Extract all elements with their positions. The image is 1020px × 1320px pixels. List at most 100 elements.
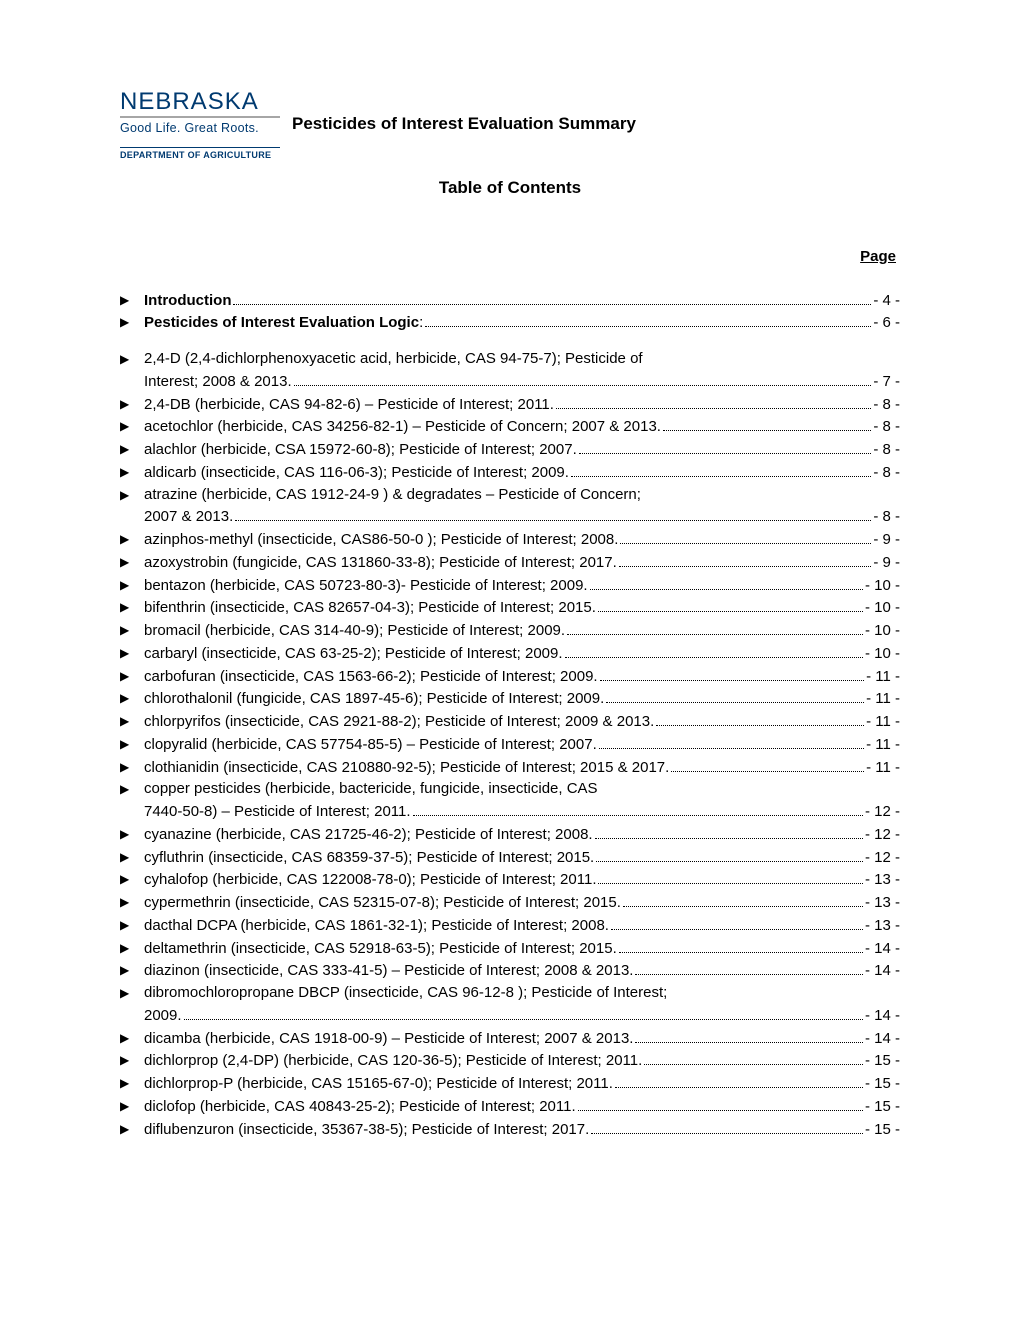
toc-page-number: - 6 - — [873, 312, 900, 334]
toc-page-number: - 8 - — [873, 506, 900, 528]
toc-page-number: - 8 - — [873, 439, 900, 461]
toc-text: acetochlor (herbicide, CAS 34256-82-1) –… — [144, 416, 661, 438]
toc-text: atrazine (herbicide, CAS 1912-24-9 ) & d… — [144, 484, 900, 506]
toc-text: bentazon (herbicide, CAS 50723-80-3)- Pe… — [144, 575, 588, 597]
dot-leader — [579, 438, 872, 454]
toc-page-number: - 15 - — [865, 1096, 900, 1118]
toc-entry: ▶azoxystrobin (fungicide, CAS 131860-33-… — [120, 551, 900, 574]
toc-entry-body: cyanazine (herbicide, CAS 21725-46-2); P… — [144, 823, 900, 846]
toc-page-number: - 11 - — [866, 688, 900, 710]
dot-leader — [235, 505, 871, 521]
toc-entry-body: clopyralid (herbicide, CAS 57754-85-5) –… — [144, 733, 900, 756]
toc-page-number: - 14 - — [865, 1028, 900, 1050]
toc-text: chlorpyrifos (insecticide, CAS 2921-88-2… — [144, 711, 654, 733]
toc-text: dichlorprop (2,4-DP) (herbicide, CAS 120… — [144, 1050, 642, 1072]
toc-text: azinphos-methyl (insecticide, CAS86-50-0… — [144, 529, 618, 551]
dot-leader — [233, 289, 871, 305]
bullet-icon: ▶ — [120, 642, 144, 662]
toc-entry: ▶cyanazine (herbicide, CAS 21725-46-2); … — [120, 823, 900, 846]
dot-leader — [611, 914, 863, 930]
toc-entry-body: Introduction- 4 - — [144, 289, 900, 312]
toc-text: 2,4-D (2,4-dichlorphenoxyacetic acid, he… — [144, 348, 900, 370]
toc-page-number: - 12 - — [865, 824, 900, 846]
dot-leader — [425, 311, 871, 327]
toc-entry-body: cypermethrin (insecticide, CAS 52315-07-… — [144, 891, 900, 914]
toc-text: Interest; 2008 & 2013. — [144, 371, 292, 393]
toc-entry: ▶aldicarb (insecticide, CAS 116-06-3); P… — [120, 461, 900, 484]
toc-entry: ▶bromacil (herbicide, CAS 314-40-9); Pes… — [120, 619, 900, 642]
toc-entry-body: atrazine (herbicide, CAS 1912-24-9 ) & d… — [144, 484, 900, 529]
toc-text: 2,4-DB (herbicide, CAS 94-82-6) – Pestic… — [144, 394, 554, 416]
dot-leader — [595, 823, 863, 839]
toc-text: cyfluthrin (insecticide, CAS 68359-37-5)… — [144, 847, 594, 869]
toc-entry: ▶2,4-DB (herbicide, CAS 94-82-6) – Pesti… — [120, 393, 900, 416]
header-row: NEBRASKA Good Life. Great Roots. DEPARTM… — [120, 90, 900, 160]
toc-heading: Table of Contents — [120, 178, 900, 198]
dot-leader — [644, 1049, 863, 1065]
toc-page-number: - 9 - — [873, 529, 900, 551]
bullet-icon: ▶ — [120, 484, 144, 504]
toc-entry: ▶dacthal DCPA (herbicide, CAS 1861-32-1)… — [120, 914, 900, 937]
toc-entry-body: cyfluthrin (insecticide, CAS 68359-37-5)… — [144, 846, 900, 869]
dot-leader — [413, 800, 863, 816]
toc-text: diazinon (insecticide, CAS 333-41-5) – P… — [144, 960, 633, 982]
dot-leader — [598, 596, 863, 612]
toc-entry: ▶dicamba (herbicide, CAS 1918-00-9) – Pe… — [120, 1027, 900, 1050]
toc-page-number: - 10 - — [865, 620, 900, 642]
toc-text: bifenthrin (insecticide, CAS 82657-04-3)… — [144, 597, 596, 619]
toc-page-number: - 14 - — [865, 1005, 900, 1027]
toc-entry-body: diazinon (insecticide, CAS 333-41-5) – P… — [144, 959, 900, 982]
dot-leader — [606, 687, 864, 703]
bullet-icon: ▶ — [120, 1027, 144, 1047]
toc-text: dichlorprop-P (herbicide, CAS 15165-67-0… — [144, 1073, 613, 1095]
bullet-icon: ▶ — [120, 596, 144, 616]
bullet-icon: ▶ — [120, 393, 144, 413]
toc-gap — [120, 334, 900, 348]
toc-text: 2009. — [144, 1005, 182, 1027]
toc-entry-body: dibromochloropropane DBCP (insecticide, … — [144, 982, 900, 1027]
toc-text: alachlor (herbicide, CSA 15972-60-8); Pe… — [144, 439, 577, 461]
toc-entry-body: cyhalofop (herbicide, CAS 122008-78-0); … — [144, 868, 900, 891]
toc-entry-body: azoxystrobin (fungicide, CAS 131860-33-8… — [144, 551, 900, 574]
toc-text: Introduction — [144, 290, 231, 312]
toc-entry: ▶chlorpyrifos (insecticide, CAS 2921-88-… — [120, 710, 900, 733]
toc-entry: ▶alachlor (herbicide, CSA 15972-60-8); P… — [120, 438, 900, 461]
bullet-icon: ▶ — [120, 1095, 144, 1115]
toc-entry-body: dicamba (herbicide, CAS 1918-00-9) – Pes… — [144, 1027, 900, 1050]
toc-text: 7440-50-8) – Pesticide of Interest; 2011… — [144, 801, 411, 823]
toc-text: carbaryl (insecticide, CAS 63-25-2); Pes… — [144, 643, 563, 665]
toc-entry: ▶2,4-D (2,4-dichlorphenoxyacetic acid, h… — [120, 348, 900, 393]
toc-entry: ▶cypermethrin (insecticide, CAS 52315-07… — [120, 891, 900, 914]
toc-page-number: - 14 - — [865, 960, 900, 982]
document-page: NEBRASKA Good Life. Great Roots. DEPARTM… — [0, 0, 1020, 1320]
toc-entry: ▶dichlorprop (2,4-DP) (herbicide, CAS 12… — [120, 1049, 900, 1072]
toc-page-number: - 11 - — [866, 734, 900, 756]
dot-leader — [620, 528, 871, 544]
toc-entry-body: aldicarb (insecticide, CAS 116-06-3); Pe… — [144, 461, 900, 484]
toc-entry-body: dichlorprop (2,4-DP) (herbicide, CAS 120… — [144, 1049, 900, 1072]
toc-entry-body: Pesticides of Interest Evaluation Logic:… — [144, 311, 900, 334]
toc-entry-body: 2,4-D (2,4-dichlorphenoxyacetic acid, he… — [144, 348, 900, 393]
toc-entry-body: azinphos-methyl (insecticide, CAS86-50-0… — [144, 528, 900, 551]
toc-text: dicamba (herbicide, CAS 1918-00-9) – Pes… — [144, 1028, 633, 1050]
toc-entry-body: clothianidin (insecticide, CAS 210880-92… — [144, 756, 900, 779]
toc-text: diflubenzuron (insecticide, 35367-38-5);… — [144, 1119, 589, 1141]
bullet-icon: ▶ — [120, 665, 144, 685]
toc-entry: ▶chlorothalonil (fungicide, CAS 1897-45-… — [120, 687, 900, 710]
document-title: Pesticides of Interest Evaluation Summar… — [292, 114, 636, 134]
dot-leader — [615, 1072, 863, 1088]
toc-text: bromacil (herbicide, CAS 314-40-9); Pest… — [144, 620, 565, 642]
dot-leader — [671, 756, 864, 772]
bullet-icon: ▶ — [120, 461, 144, 481]
toc-entry-body: chlorpyrifos (insecticide, CAS 2921-88-2… — [144, 710, 900, 733]
toc-entry: ▶clothianidin (insecticide, CAS 210880-9… — [120, 756, 900, 779]
dot-leader — [571, 461, 871, 477]
bullet-icon: ▶ — [120, 438, 144, 458]
logo-department: DEPARTMENT OF AGRICULTURE — [120, 147, 280, 160]
logo-block: NEBRASKA Good Life. Great Roots. DEPARTM… — [120, 90, 280, 160]
toc-entry: ▶dibromochloropropane DBCP (insecticide,… — [120, 982, 900, 1027]
toc-entry-body: diclofop (herbicide, CAS 40843-25-2); Pe… — [144, 1095, 900, 1118]
toc-entry: ▶carbaryl (insecticide, CAS 63-25-2); Pe… — [120, 642, 900, 665]
toc-page-number: - 8 - — [873, 416, 900, 438]
dot-leader — [599, 733, 864, 749]
